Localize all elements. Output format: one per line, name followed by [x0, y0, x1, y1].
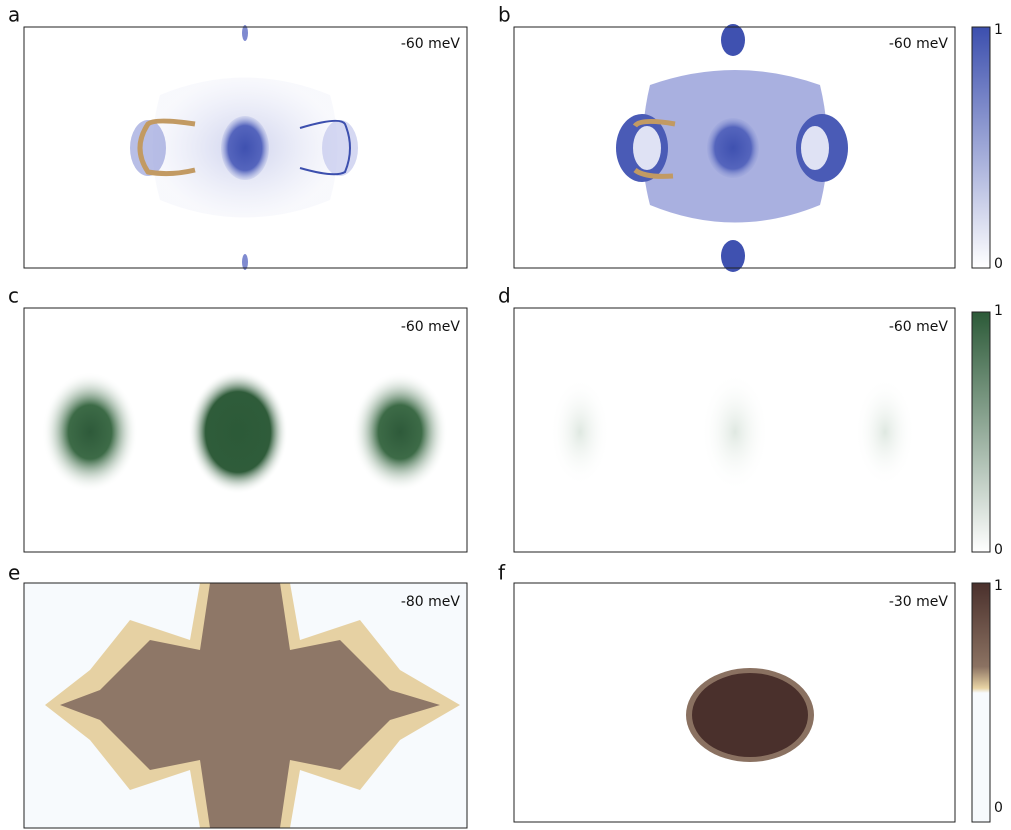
energy-label: -80 meV [401, 594, 461, 610]
energy-label: -60 meV [889, 319, 949, 335]
panel-a [24, 25, 467, 270]
colorbar-max: 1 [994, 22, 1003, 38]
energy-label: -60 meV [889, 36, 949, 52]
colorbar-min: 0 [994, 542, 1003, 558]
colorbar-max: 1 [994, 303, 1003, 319]
panel-b [514, 24, 955, 272]
panel-label: b [498, 3, 511, 27]
energy-label: -30 meV [889, 594, 949, 610]
panel-d [514, 308, 955, 552]
panel-label: a [8, 3, 20, 27]
panel-label: e [8, 561, 20, 585]
panel-label: c [8, 284, 19, 308]
colorbar [972, 27, 990, 268]
energy-label: -60 meV [401, 319, 461, 335]
colorbar [972, 583, 990, 822]
colorbar-min: 0 [994, 800, 1003, 816]
panel-c [24, 308, 467, 552]
colorbar [972, 312, 990, 552]
energy-label: -60 meV [401, 36, 461, 52]
panel-f [514, 583, 955, 822]
colorbar-min: 0 [994, 256, 1003, 272]
panel-e [24, 583, 467, 828]
panel-label: f [498, 561, 506, 585]
colorbar-max: 1 [994, 578, 1003, 594]
panel-label: d [498, 284, 511, 308]
figure: a b c d e f -60 meV -60 meV -60 meV -60 … [0, 0, 1011, 830]
